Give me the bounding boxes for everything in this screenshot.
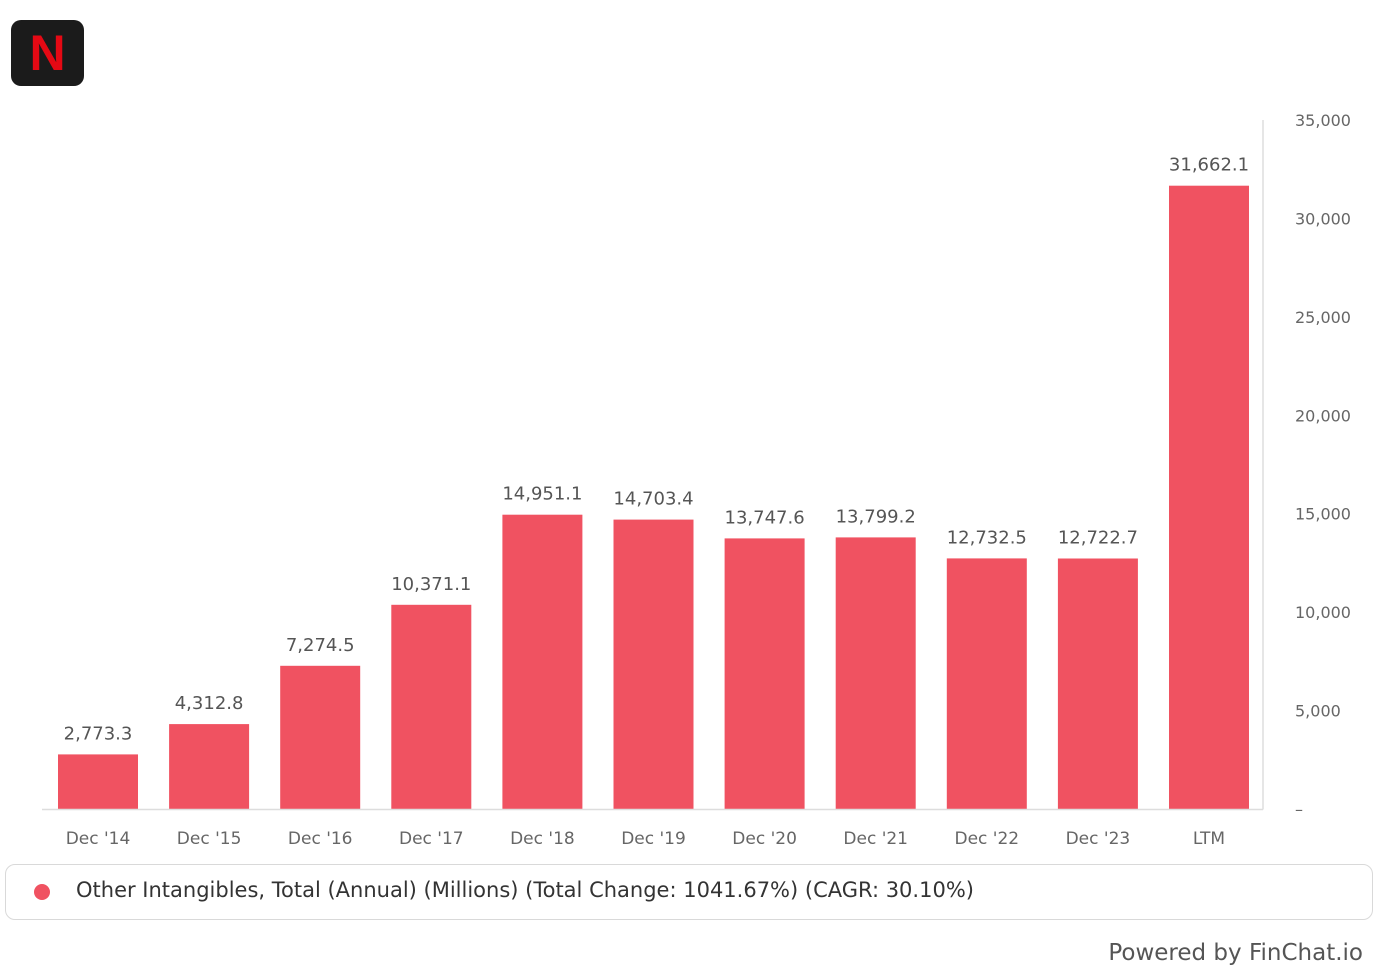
bar-7	[835, 537, 916, 809]
bar-value-label-3: 10,371.1	[391, 574, 471, 595]
x-axis-labels: Dec '14 Dec '15 Dec '16 Dec '17 Dec '18 Dec '…	[66, 829, 1225, 849]
bar-0	[58, 754, 138, 809]
bar-3	[391, 604, 472, 809]
bar-10	[1169, 185, 1249, 809]
x-tick-label-0: Dec '14	[66, 829, 131, 849]
legend-marker	[34, 884, 50, 900]
netflix-logo-icon: N	[11, 20, 84, 86]
bar-4	[502, 514, 583, 809]
bar-5	[613, 519, 694, 809]
bar-value-label-4: 14,951.1	[502, 484, 582, 505]
powered-by-text: Powered by FinChat.io	[1108, 940, 1363, 966]
bar-value-label-10: 31,662.1	[1169, 155, 1249, 176]
legend-label: Other Intangibles, Total (Annual) (Milli…	[76, 878, 974, 902]
y-tick-label-3: 15,000	[1295, 505, 1351, 524]
bar-1	[169, 724, 250, 809]
x-tick-label-4: Dec '18	[510, 829, 575, 849]
x-tick-label-3: Dec '17	[399, 829, 464, 849]
y-tick-label-1: 5,000	[1295, 702, 1341, 721]
y-tick-label-5: 25,000	[1295, 308, 1351, 327]
bar-8	[946, 558, 1027, 809]
x-tick-label-6: Dec '20	[732, 829, 797, 849]
x-tick-label-1: Dec '15	[177, 829, 242, 849]
bar-2	[280, 665, 361, 809]
bar-value-label-2: 7,274.5	[286, 635, 355, 656]
y-tick-label-6: 30,000	[1295, 209, 1351, 228]
x-tick-label-10: LTM	[1193, 829, 1225, 849]
bar-9	[1057, 558, 1138, 809]
y-tick-label-0: –	[1295, 800, 1303, 819]
bar-value-label-1: 4,312.8	[175, 693, 244, 714]
bar-chart: 2,773.3 4,312.8 7,274.5 10,371.1 14,951.1 14,…	[42, 111, 1351, 849]
x-tick-label-2: Dec '16	[288, 829, 353, 849]
x-tick-label-7: Dec '21	[843, 829, 908, 849]
x-tick-label-5: Dec '19	[621, 829, 686, 849]
y-tick-label-2: 10,000	[1295, 603, 1351, 622]
x-tick-label-9: Dec '23	[1066, 829, 1131, 849]
x-tick-label-8: Dec '22	[954, 829, 1019, 849]
bar-value-label-0: 2,773.3	[64, 723, 133, 744]
bar-value-label-6: 13,747.6	[725, 507, 805, 528]
bar-value-label-7: 13,799.2	[836, 506, 916, 527]
y-tick-label-4: 20,000	[1295, 406, 1351, 425]
chart-legend: Other Intangibles, Total (Annual) (Milli…	[5, 864, 1373, 920]
bars-layer	[58, 185, 1249, 809]
y-axis-labels: – 5,000 10,000 15,000 20,000 25,000 30,000 35,0…	[1295, 111, 1351, 819]
bar-value-label-8: 12,732.5	[947, 527, 1027, 548]
bar-value-label-5: 14,703.4	[613, 489, 693, 510]
y-tick-label-7: 35,000	[1295, 111, 1351, 130]
bar-value-label-9: 12,722.7	[1058, 528, 1138, 549]
bar-6	[724, 538, 805, 809]
value-labels-layer: 2,773.3 4,312.8 7,274.5 10,371.1 14,951.1 14,…	[64, 155, 1249, 745]
logo-letter: N	[29, 25, 66, 81]
